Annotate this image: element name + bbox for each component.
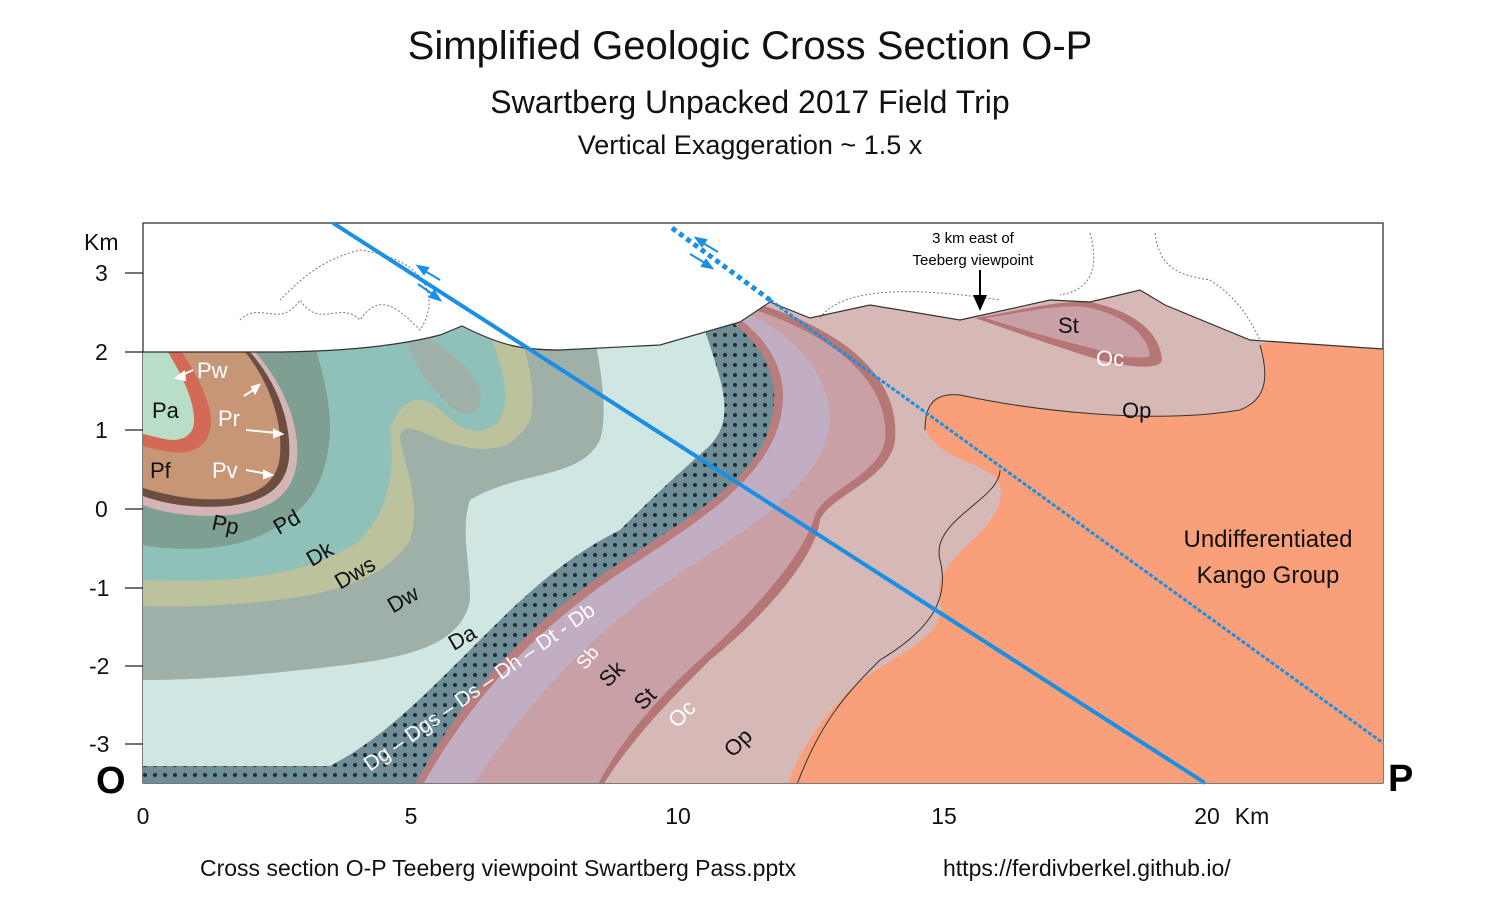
unit-pa [143, 352, 195, 440]
y-tick-label: -1 [89, 575, 109, 601]
y-tick-label: -2 [89, 653, 109, 679]
fault-dotted [769, 298, 1384, 745]
annotation-line-1: 3 km east of [932, 230, 1015, 247]
unit-st-upper [985, 306, 1150, 358]
annotation-line-2: Teeberg viewpoint [913, 252, 1035, 269]
label-pw: Pw [197, 358, 228, 383]
y-tick-label: 1 [95, 417, 108, 443]
footer-url[interactable]: https://ferdivberkel.github.io/ [943, 855, 1231, 881]
unit-dw-fold [400, 320, 481, 414]
label-pr: Pr [218, 406, 240, 431]
fault-main [331, 221, 1207, 785]
y-tick-label: -3 [89, 731, 109, 757]
x-tick-label: 0 [137, 803, 150, 829]
x-tick-label: 20 [1194, 803, 1220, 829]
y-tick-label: 2 [95, 339, 108, 365]
y-tick-label: 3 [95, 260, 108, 286]
label-pa: Pa [152, 398, 180, 423]
fault-motion-arrows [415, 236, 719, 302]
label-op-upper: Op [1122, 398, 1151, 423]
eroded-outline-left [239, 249, 430, 331]
label-pf: Pf [150, 458, 172, 483]
x-tick-label: 10 [665, 803, 691, 829]
vertical-exaggeration-note: Vertical Exaggeration ~ 1.5 x [577, 130, 923, 160]
diagram-subtitle: Swartberg Unpacked 2017 Field Trip [490, 84, 1010, 120]
y-axis-unit: Km [84, 229, 119, 255]
label-kango-line2: Kango Group [1197, 562, 1340, 589]
footer-filename: Cross section O-P Teeberg viewpoint Swar… [200, 855, 797, 881]
label-kango-line1: Undifferentiated [1183, 526, 1352, 553]
label-pv: Pv [212, 458, 238, 483]
label-oc-upper: Oc [1096, 346, 1124, 371]
x-tick-label: 5 [405, 803, 418, 829]
section-end-p: P [1388, 758, 1413, 800]
diagram-title: Simplified Geologic Cross Section O-P [407, 24, 1093, 68]
y-axis: Km 3 2 1 0 -1 -2 -3 [84, 229, 119, 757]
label-st-upper: St [1058, 313, 1079, 338]
y-tick-label: 0 [95, 496, 108, 522]
topographic-surface [143, 289, 1384, 353]
eroded-outline-mid [819, 291, 1001, 319]
fault-dashed-eroded [670, 225, 772, 303]
label-pp: Pp [210, 510, 242, 540]
x-axis-unit: Km [1235, 803, 1270, 829]
x-axis: 0 5 10 15 20 Km [137, 803, 1270, 829]
x-tick-label: 15 [931, 803, 957, 829]
section-end-o: O [96, 760, 126, 802]
